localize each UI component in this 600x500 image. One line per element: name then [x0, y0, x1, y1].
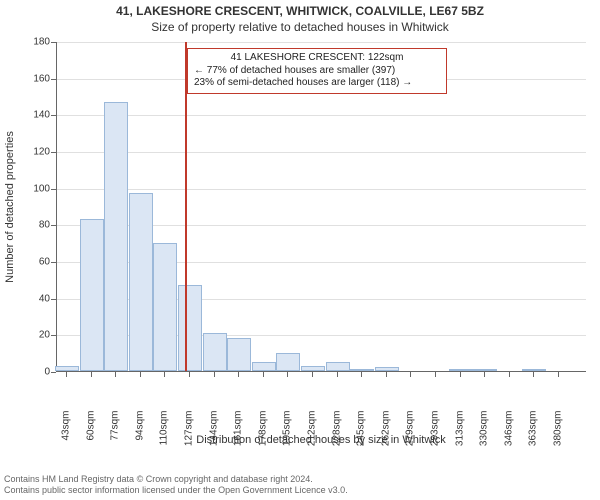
ytick-mark	[51, 42, 56, 43]
histogram-bar	[104, 102, 128, 372]
xtick-mark	[460, 372, 461, 377]
ytick-mark	[51, 225, 56, 226]
ytick-mark	[51, 299, 56, 300]
ytick-label: 80	[24, 220, 50, 231]
histogram-bar	[55, 366, 79, 372]
histogram-bar	[203, 333, 227, 372]
histogram-bar	[375, 367, 399, 371]
ytick-label: 40	[24, 293, 50, 304]
title-line-1: 41, LAKESHORE CRESCENT, WHITWICK, COALVI…	[0, 4, 600, 18]
footer-line-1: Contains HM Land Registry data © Crown c…	[4, 474, 596, 485]
xtick-mark	[312, 372, 313, 377]
title-block: 41, LAKESHORE CRESCENT, WHITWICK, COALVI…	[0, 4, 600, 34]
ytick-mark	[51, 335, 56, 336]
xtick-mark	[533, 372, 534, 377]
ytick-mark	[51, 79, 56, 80]
ytick-mark	[51, 262, 56, 263]
ytick-label: 120	[24, 147, 50, 158]
ytick-mark	[51, 152, 56, 153]
histogram-bar	[80, 219, 104, 371]
gridline	[57, 189, 586, 190]
annotation-box: 41 LAKESHORE CRESCENT: 122sqm← 77% of de…	[187, 48, 447, 94]
histogram-bar	[449, 369, 473, 371]
plot-area: 41 LAKESHORE CRESCENT: 122sqm← 77% of de…	[56, 42, 586, 372]
histogram-bar	[301, 366, 325, 372]
histogram-bar	[129, 193, 153, 371]
xtick-mark	[263, 372, 264, 377]
ytick-label: 100	[24, 183, 50, 194]
xtick-mark	[189, 372, 190, 377]
xtick-mark	[287, 372, 288, 377]
footer: Contains HM Land Registry data © Crown c…	[4, 474, 596, 497]
title-line-2: Size of property relative to detached ho…	[0, 20, 600, 34]
xtick-mark	[410, 372, 411, 377]
xtick-mark	[386, 372, 387, 377]
xtick-mark	[337, 372, 338, 377]
xtick-mark	[238, 372, 239, 377]
histogram-bar	[522, 369, 546, 371]
histogram-bar	[153, 243, 177, 371]
gridline	[57, 152, 586, 153]
xtick-mark	[115, 372, 116, 377]
xtick-mark	[164, 372, 165, 377]
ytick-label: 60	[24, 257, 50, 268]
annotation-line: 41 LAKESHORE CRESCENT: 122sqm	[194, 52, 440, 65]
histogram-bar	[276, 353, 300, 371]
xtick-mark	[66, 372, 67, 377]
xtick-mark	[435, 372, 436, 377]
histogram-bar	[473, 369, 497, 371]
chart-root: 41, LAKESHORE CRESCENT, WHITWICK, COALVI…	[0, 0, 600, 500]
histogram-bar	[326, 362, 350, 371]
annotation-line: ← 77% of detached houses are smaller (39…	[194, 65, 440, 78]
gridline	[57, 115, 586, 116]
xtick-mark	[484, 372, 485, 377]
histogram-bar	[178, 285, 202, 371]
ytick-label: 180	[24, 37, 50, 48]
x-axis-title: Distribution of detached houses by size …	[56, 434, 586, 446]
xtick-mark	[214, 372, 215, 377]
gridline	[57, 42, 586, 43]
ytick-mark	[51, 115, 56, 116]
ytick-mark	[51, 189, 56, 190]
ytick-label: 20	[24, 330, 50, 341]
histogram-bar	[252, 362, 276, 371]
ytick-label: 160	[24, 73, 50, 84]
histogram-bar	[227, 338, 251, 371]
xtick-mark	[509, 372, 510, 377]
y-axis-title: Number of detached properties	[4, 107, 16, 307]
ytick-label: 140	[24, 110, 50, 121]
xtick-mark	[91, 372, 92, 377]
annotation-line: 23% of semi-detached houses are larger (…	[194, 77, 440, 90]
xtick-mark	[361, 372, 362, 377]
ytick-label: 0	[24, 367, 50, 378]
xtick-mark	[140, 372, 141, 377]
histogram-bar	[350, 369, 374, 371]
xtick-mark	[558, 372, 559, 377]
ytick-mark	[51, 372, 56, 373]
footer-line-2: Contains public sector information licen…	[4, 485, 596, 496]
